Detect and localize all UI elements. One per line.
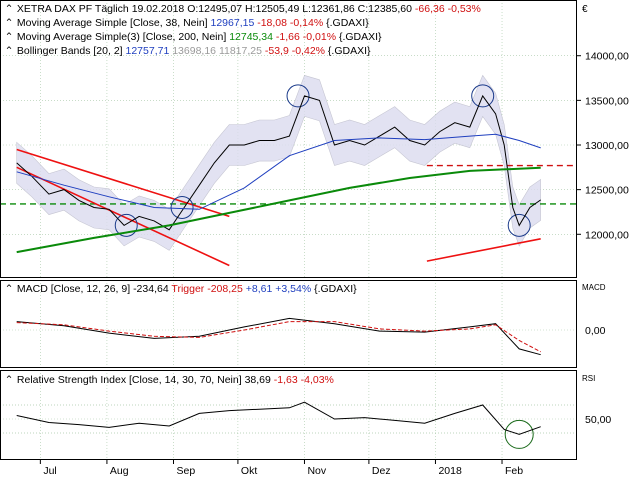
circle-marker: [170, 196, 194, 219]
x-tick-label: Feb: [505, 465, 523, 477]
rsi-panel-label: RSI: [582, 374, 596, 383]
rsi-panel-frame: [0, 370, 577, 460]
bb-mid-value: 13698,16: [172, 45, 217, 57]
annotation-layer: [0, 84, 577, 449]
bb-label: Bollinger Bands [20, 2]: [16, 45, 123, 57]
legend-change: -66,36 -0,53%: [414, 3, 481, 15]
price-panel-frame: [0, 0, 577, 278]
grid-layer: [0, 0, 577, 460]
rsi-label: Relative Strength Index [Close, 14, 30, …: [16, 374, 242, 386]
rsi-change: -1,63 -4,03%: [273, 374, 334, 386]
x-tick-label: 2018: [438, 465, 462, 477]
macd-trigger-value: -208,25: [207, 283, 243, 295]
collapse-icon[interactable]: ⌃: [4, 374, 14, 386]
x-tick-label: Nov: [307, 465, 326, 477]
bb-upper-value: 12757,71: [125, 45, 170, 57]
ma200-change: -1,66 -0,01%: [275, 31, 337, 43]
macd-trigger-line: [16, 321, 541, 353]
bb-lower-value: 11817,25: [218, 45, 262, 57]
y-tick-label: 50,00: [585, 414, 611, 426]
collapse-icon[interactable]: ⌃: [4, 31, 14, 43]
channel-upper-line: [16, 148, 230, 218]
currency-label: €: [582, 4, 588, 15]
circle-marker: [471, 84, 495, 108]
ma38-ref: {.GDAXI}: [326, 17, 369, 29]
main-legend: ⌃ XETRA DAX PF Täglich 19.02.2018 O:1249…: [4, 2, 481, 16]
ma38-label: Moving Average Simple [Close, 38, Nein]: [16, 17, 208, 29]
ma200-label: Moving Average Simple(3) [Close, 200, Ne…: [16, 31, 227, 43]
series-layer: [16, 94, 541, 435]
macd-ref: {.GDAXI}: [314, 283, 357, 295]
x-tick-label: Jul: [43, 465, 56, 477]
rsi-circle-marker: [504, 419, 534, 449]
macd-label: MACD [Close, 12, 26, 9]: [16, 283, 131, 295]
bollinger-band-layer: [16, 74, 541, 251]
collapse-icon[interactable]: ⌃: [4, 3, 14, 15]
legend-date: 19.02.2018: [131, 3, 185, 15]
ma38-change: -18,08 -0,14%: [257, 17, 324, 29]
y-tick-label: 13000,00: [585, 140, 629, 152]
y-tick-label: 12500,00: [585, 185, 629, 197]
rsi-line: [16, 401, 541, 435]
support-trend-line: [426, 238, 541, 262]
circle-marker: [114, 213, 138, 237]
axis-layer: Jul Aug Sep Okt Nov Dez 2018 Feb 12000,00 12500,0…: [39, 51, 629, 477]
circle-marker: [507, 213, 531, 237]
x-tick-label: Aug: [110, 465, 129, 477]
x-tick-label: Dez: [372, 465, 391, 477]
ma38-value: 12967,15: [210, 17, 255, 29]
macd-panel-frame: [0, 280, 577, 368]
ma38-line: [16, 133, 541, 210]
rsi-value: 38,69: [244, 374, 271, 386]
y-tick-label: 12000,00: [585, 229, 629, 241]
channel-lower-line: [16, 166, 230, 267]
macd-value: -234,64: [133, 283, 169, 295]
ma200-value: 12745,34: [229, 31, 273, 43]
ma38-legend: ⌃ Moving Average Simple [Close, 38, Nein…: [4, 16, 369, 30]
y-tick-label: 13500,00: [585, 95, 629, 107]
bb-change: -53,9 -0,42%: [264, 45, 325, 57]
macd-change: +8,61 +3,54%: [245, 283, 312, 295]
collapse-icon[interactable]: ⌃: [4, 283, 14, 295]
x-tick-label: Okt: [241, 465, 257, 477]
rsi-legend: ⌃ Relative Strength Index [Close, 14, 30…: [4, 373, 334, 387]
circle-marker: [286, 84, 310, 108]
x-tick-label: Sep: [176, 465, 195, 477]
ma200-ref: {.GDAXI}: [338, 31, 382, 43]
y-tick-label: 0,00: [585, 325, 606, 337]
macd-trigger-label: Trigger: [171, 283, 205, 295]
legend-symbol: XETRA DAX PF Täglich: [16, 3, 129, 15]
bb-ref: {.GDAXI}: [327, 45, 371, 57]
legend-ohlc: O:12495,07 H:12505,49 L:12361,86 C:12385…: [187, 3, 412, 15]
ma200-legend: ⌃ Moving Average Simple(3) [Close, 200, …: [4, 30, 382, 44]
macd-panel-label: MACD: [582, 283, 606, 292]
y-tick-label: 14000,00: [585, 51, 629, 63]
macd-line: [16, 317, 541, 356]
collapse-icon[interactable]: ⌃: [4, 45, 14, 57]
bollinger-band: [16, 74, 541, 251]
macd-legend: ⌃ MACD [Close, 12, 26, 9] -234,64 Trigge…: [4, 282, 357, 296]
ma200-line: [16, 166, 541, 254]
collapse-icon[interactable]: ⌃: [4, 17, 14, 29]
frame-layer: [0, 0, 577, 460]
price-line: [16, 94, 541, 231]
bb-legend: ⌃ Bollinger Bands [20, 2] 12757,71 13698…: [4, 44, 371, 58]
